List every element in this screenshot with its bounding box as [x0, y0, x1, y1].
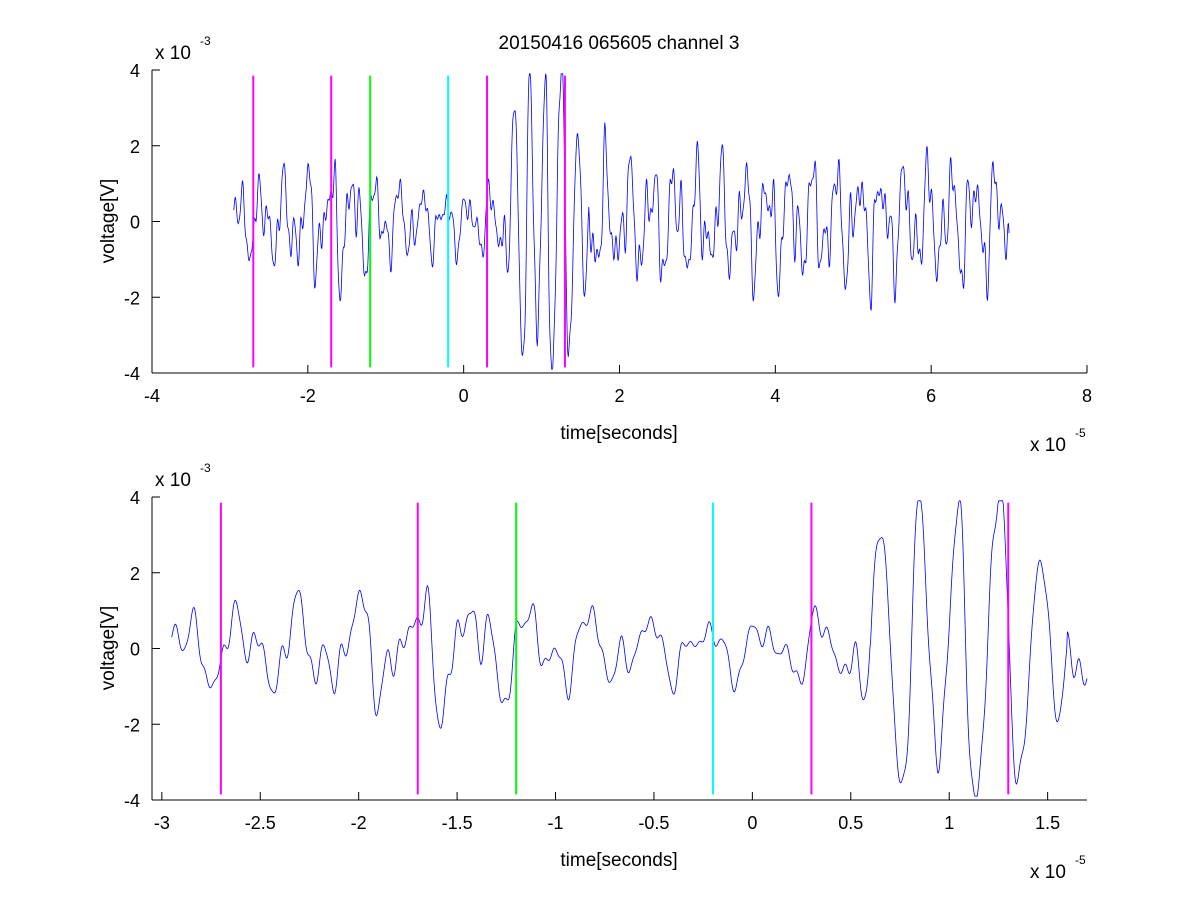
bottom-chart-y-multiplier-base: x 10	[155, 470, 191, 491]
top-chart-x-multiplier-exponent: -5	[1075, 426, 1086, 440]
top-chart-y-multiplier-base: x 10	[155, 43, 191, 64]
top-chart-tick-layer: -4 -2 0 2 4 6 8 -4 -2 0 2 4	[124, 61, 1092, 406]
top-chart-x-tick-label: 4	[770, 386, 780, 406]
bottom-chart-y-tick-label: 4	[130, 488, 140, 508]
bottom-chart-y-axis-label: voltage[V]	[98, 606, 119, 691]
top-chart-x-multiplier-base: x 10	[1030, 435, 1066, 456]
top-chart-y-tick-label: 0	[130, 213, 140, 233]
bottom-chart-y-tick-label: -2	[124, 715, 140, 735]
top-chart-x-tick-label: -2	[300, 386, 316, 406]
bottom-chart-x-tick-label: -1	[548, 813, 564, 833]
bottom-chart: -3 -2.5 -2 -1.5 -1 -0.5 0 0.5 1 1.5 -4 -2 0 2 4 time[s…	[98, 461, 1088, 883]
top-chart-y-tick-label: -4	[124, 364, 140, 384]
top-chart-x-tick-label: 8	[1082, 386, 1092, 406]
top-chart-y-tick-label: 2	[130, 137, 140, 157]
bottom-chart-tick-layer: -3 -2.5 -2 -1.5 -1 -0.5 0 0.5 1 1.5 -4 -2 0 2 4	[124, 488, 1060, 833]
top-chart-y-multiplier-exponent: -3	[200, 34, 211, 48]
top-chart-x-tick-label: 2	[614, 386, 624, 406]
bottom-chart-x-tick-label: -2	[351, 813, 367, 833]
bottom-chart-x-tick-label: -3	[154, 813, 170, 833]
top-chart-marker-layer	[252, 75, 566, 368]
bottom-chart-marker-layer	[219, 502, 1010, 795]
bottom-chart-y-tick-label: 0	[130, 640, 140, 660]
bottom-chart-y-multiplier: x 10 -3	[155, 461, 211, 491]
bottom-chart-signal-layer	[171, 500, 1088, 797]
bottom-chart-x-tick-label: -0.5	[638, 813, 669, 833]
figure-title: 20150416 065605 channel 3	[499, 33, 740, 54]
bottom-chart-x-multiplier-exponent: -5	[1075, 853, 1086, 867]
top-chart-x-multiplier: x 10 -5	[1030, 426, 1086, 456]
bottom-chart-x-multiplier-base: x 10	[1030, 862, 1066, 883]
bottom-chart-x-multiplier: x 10 -5	[1030, 853, 1086, 883]
top-chart-signal-series-0	[233, 73, 1010, 370]
bottom-chart-y-tick-label: 2	[130, 564, 140, 584]
bottom-chart-x-tick-label: -1.5	[442, 813, 473, 833]
top-chart: -4 -2 0 2 4 6 8 -4 -2 0 2 4 time[seconds] voltage[V…	[98, 34, 1092, 456]
top-chart-x-tick-label: 6	[926, 386, 936, 406]
top-chart-y-axis-label: voltage[V]	[98, 179, 119, 264]
bottom-chart-x-tick-label: 0.5	[838, 813, 863, 833]
top-chart-x-tick-label: -4	[144, 386, 160, 406]
bottom-chart-x-axis-label: time[seconds]	[560, 850, 677, 871]
bottom-chart-y-multiplier-exponent: -3	[200, 461, 211, 475]
bottom-chart-signal-series-0	[171, 500, 1088, 797]
bottom-chart-x-tick-label: 0	[747, 813, 757, 833]
bottom-chart-x-tick-label: 1.5	[1035, 813, 1060, 833]
bottom-chart-y-tick-label: -4	[124, 791, 140, 811]
top-chart-x-tick-label: 0	[459, 386, 469, 406]
top-chart-y-tick-label: -2	[124, 288, 140, 308]
top-chart-y-tick-label: 4	[130, 61, 140, 81]
top-chart-x-axis-label: time[seconds]	[560, 423, 677, 444]
bottom-chart-x-tick-label: -2.5	[245, 813, 276, 833]
top-chart-signal-layer	[233, 73, 1010, 370]
bottom-chart-x-tick-label: 1	[944, 813, 954, 833]
top-chart-y-multiplier: x 10 -3	[155, 34, 211, 64]
